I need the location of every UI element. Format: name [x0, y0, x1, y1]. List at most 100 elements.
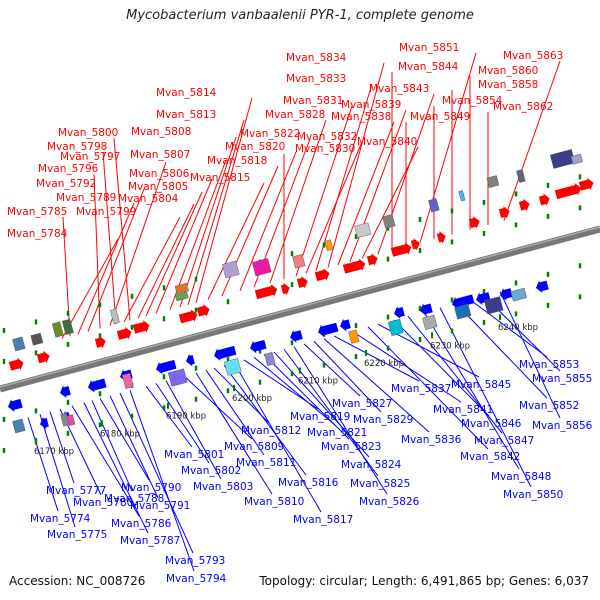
feature-box — [12, 418, 26, 434]
forward-gene-label: Mvan_5808 — [131, 126, 191, 138]
reverse-gene-label: Mvan_5810 — [244, 496, 304, 508]
forward-leader-line — [169, 159, 227, 310]
forward-gene-label: Mvan_5843 — [369, 83, 429, 95]
reverse-leader-line — [83, 402, 149, 534]
reverse-leader-line — [91, 400, 133, 492]
forward-leader-line — [62, 216, 71, 337]
reverse-leader-line — [109, 395, 159, 499]
kbp-tick-label: 6220 kbp — [364, 359, 404, 369]
reverse-gene-arrow — [186, 353, 195, 367]
forward-leader-line — [295, 105, 353, 277]
reverse-gene-arrow — [394, 306, 405, 319]
feature-box — [382, 213, 396, 229]
feature-box — [348, 329, 360, 344]
reverse-gene-label: Mvan_5803 — [193, 481, 253, 493]
forward-gene-arrow — [94, 335, 106, 349]
forward-gene-label: Mvan_5796 — [38, 163, 99, 175]
reverse-leader-line — [233, 362, 322, 513]
reverse-leader-line — [303, 343, 361, 397]
forward-gene-label: Mvan_5798 — [47, 141, 107, 153]
forward-gene-arrow — [342, 258, 366, 274]
reverse-gene-label: Mvan_5801 — [164, 449, 224, 461]
reverse-leader-line — [39, 414, 76, 528]
reverse-gene-label: Mvan_5826 — [359, 496, 420, 508]
reverse-gene-label: Mvan_5821 — [307, 427, 367, 439]
forward-gene-label: Mvan_5833 — [286, 73, 346, 85]
forward-gene-label: Mvan_5800 — [58, 127, 118, 139]
reverse-gene-label: Mvan_5802 — [181, 465, 241, 477]
feature-box — [292, 253, 306, 269]
forward-gene-arrow — [468, 216, 480, 229]
feature-box — [12, 336, 26, 352]
forward-gene-arrow — [538, 193, 550, 206]
feature-box — [354, 222, 372, 239]
reverse-gene-label: Mvan_5793 — [165, 555, 225, 567]
reverse-gene-arrow — [88, 378, 107, 393]
reverse-gene-label: Mvan_5837 — [391, 383, 451, 395]
reverse-leader-line — [205, 369, 265, 456]
forward-leader-line — [337, 121, 395, 266]
feature-box — [458, 190, 466, 202]
forward-gene-label: Mvan_5813 — [156, 109, 216, 121]
feature-box — [454, 303, 472, 320]
forward-gene-arrow — [410, 238, 420, 251]
reverse-gene-label: Mvan_5816 — [278, 477, 339, 489]
reverse-leader-line — [455, 303, 548, 399]
reverse-leader-line — [99, 398, 150, 481]
reverse-gene-arrow — [500, 288, 513, 301]
forward-leader-line — [305, 141, 363, 274]
feature-box — [51, 321, 64, 338]
feature-box — [174, 282, 189, 295]
forward-leader-line — [187, 119, 245, 306]
forward-leader-line — [327, 62, 385, 268]
reverse-gene-label: Mvan_5819 — [290, 411, 350, 423]
feature-box — [486, 175, 500, 188]
gene-labels: Mvan_5784 Mvan_5785 Mvan_5789 Mvan_5792 Mvan… — [7, 42, 593, 585]
forward-gene-label: Mvan_5844 — [398, 61, 459, 73]
forward-gene-label: Mvan_5820 — [225, 141, 285, 153]
reverse-leader-line — [423, 311, 520, 470]
reverse-gene-label: Mvan_5786 — [111, 518, 172, 530]
feature-box — [30, 332, 44, 346]
reverse-gene-arrow — [40, 416, 49, 430]
reverse-leader-line — [119, 392, 194, 554]
feature-box — [167, 368, 188, 387]
reverse-leader-line — [469, 299, 548, 358]
reverse-gene-label: Mvan_5856 — [532, 420, 593, 432]
forward-leader-line — [137, 203, 195, 319]
feature-box — [549, 149, 576, 169]
reverse-gene-arrow — [8, 398, 23, 412]
reverse-leader-line — [293, 346, 388, 495]
forward-gene-label: Mvan_5805 — [128, 181, 188, 193]
feature-box — [483, 296, 504, 315]
forward-gene-label: Mvan_5828 — [265, 109, 325, 121]
reverse-gene-label: Mvan_5780 — [73, 497, 133, 509]
reverse-gene-label: Mvan_5817 — [293, 514, 353, 526]
reverse-leader-line — [323, 338, 430, 433]
backbone-highlight — [0, 226, 600, 388]
reverse-gene-label: Mvan_5841 — [433, 404, 493, 416]
reverse-gene-label: Mvan_5811 — [236, 457, 296, 469]
feature-box — [324, 239, 334, 252]
reverse-leader-line — [145, 385, 193, 448]
feature-box — [66, 414, 76, 426]
forward-gene-arrow — [296, 275, 308, 289]
reverse-leader-line — [155, 383, 210, 464]
genome-backbone — [0, 225, 600, 393]
forward-gene-label: Mvan_5814 — [156, 87, 217, 99]
feature-box — [251, 258, 272, 277]
forward-leader-line — [349, 109, 407, 262]
forward-gene-label: Mvan_5839 — [341, 99, 401, 111]
feature-box — [428, 198, 440, 213]
reverse-gene-arrow — [476, 292, 491, 306]
forward-leader-line — [102, 151, 117, 325]
gene-features — [8, 149, 594, 434]
forward-gene-label: Mvan_5822 — [240, 128, 300, 140]
forward-leader-line — [61, 238, 119, 339]
forward-leader-line — [155, 178, 213, 314]
forward-gene-arrow — [36, 350, 50, 364]
reverse-gene-label: Mvan_5847 — [474, 435, 534, 447]
forward-leader-line — [195, 97, 253, 303]
reverse-gene-label: Mvan_5845 — [451, 379, 511, 391]
